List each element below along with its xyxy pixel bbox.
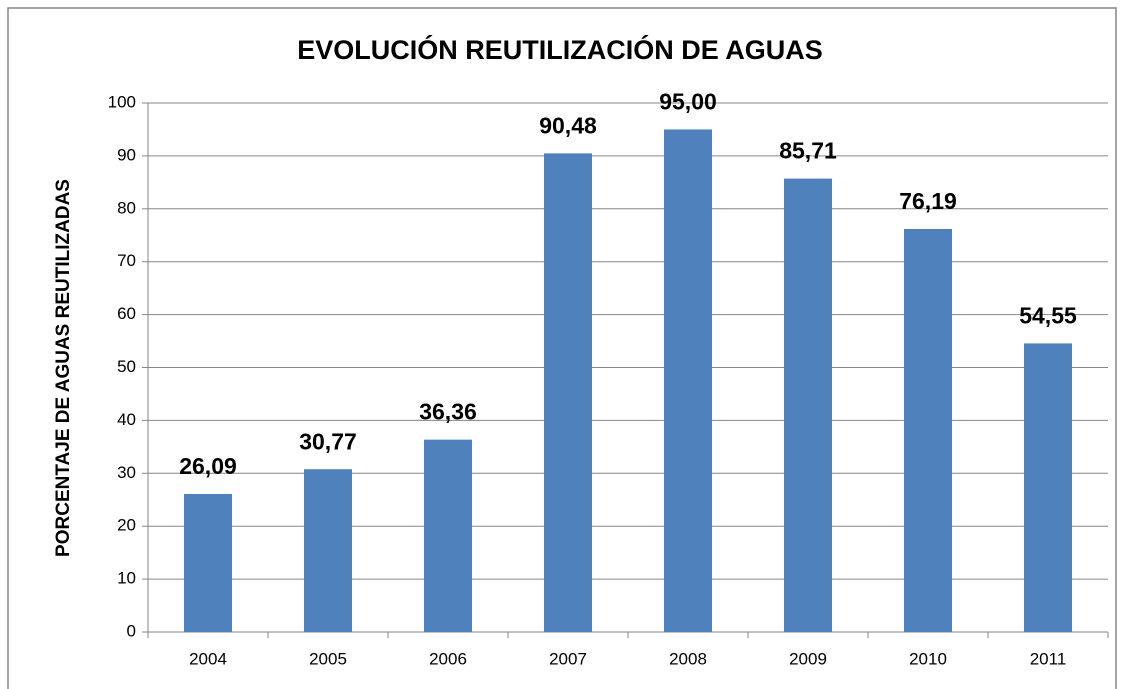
y-tick-label: 10 — [117, 569, 136, 588]
y-tick-label: 40 — [117, 410, 136, 429]
chart-title: EVOLUCIÓN REUTILIZACIÓN DE AGUAS — [297, 34, 823, 65]
y-tick-label: 60 — [117, 304, 136, 323]
x-tick-label: 2006 — [429, 649, 467, 668]
data-label: 54,55 — [1019, 303, 1077, 329]
data-label: 36,36 — [419, 399, 477, 425]
y-tick-label: 20 — [117, 516, 136, 535]
bar — [304, 469, 352, 632]
x-tick-label: 2004 — [189, 649, 227, 668]
data-label: 76,19 — [899, 188, 957, 214]
bar — [424, 439, 472, 632]
y-tick-label: 70 — [117, 251, 136, 270]
y-tick-label: 80 — [117, 198, 136, 217]
bar — [544, 153, 592, 633]
y-tick-label: 90 — [117, 145, 136, 164]
data-label: 95,00 — [659, 89, 717, 115]
y-tick-label: 0 — [127, 621, 136, 640]
x-tick-label: 2010 — [909, 649, 947, 668]
x-tick-label: 2011 — [1030, 649, 1067, 668]
data-label: 30,77 — [299, 428, 357, 454]
bar — [784, 178, 832, 632]
x-tick-label: 2009 — [789, 649, 827, 668]
data-label: 85,71 — [779, 138, 837, 164]
bar — [904, 228, 952, 632]
bar — [664, 129, 712, 632]
x-tick-label: 2007 — [549, 649, 587, 668]
bar — [1024, 343, 1072, 632]
data-label: 26,09 — [179, 453, 237, 479]
y-tick-label: 30 — [117, 463, 136, 482]
x-tick-label: 2005 — [309, 649, 347, 668]
data-label: 90,48 — [539, 112, 597, 138]
y-tick-label: 100 — [108, 92, 136, 111]
y-axis-label: PORCENTAJE DE AGUAS REUTILIZADAS — [53, 179, 74, 557]
bar — [184, 493, 232, 632]
x-tick-label: 2008 — [669, 649, 707, 668]
y-tick-label: 50 — [117, 357, 136, 376]
